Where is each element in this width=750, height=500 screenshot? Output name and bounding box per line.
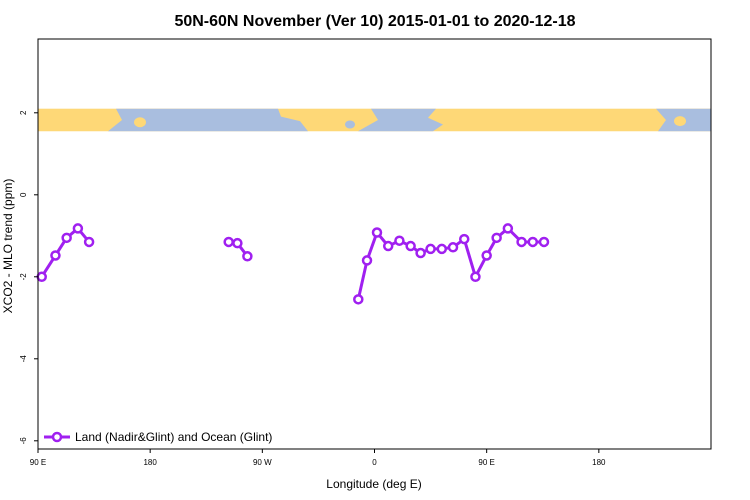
y-tick-label: -6 xyxy=(19,437,28,445)
chart-title: 50N-60N November (Ver 10) 2015-01-01 to … xyxy=(174,13,575,30)
data-point xyxy=(61,232,72,244)
y-tick-label: -2 xyxy=(19,273,28,281)
x-axis-label: Longitude (deg E) xyxy=(326,477,421,491)
x-tick-label: 180 xyxy=(592,458,606,467)
data-point xyxy=(382,240,394,252)
data-point xyxy=(405,240,416,252)
data-point xyxy=(436,243,448,255)
data-point xyxy=(458,233,470,245)
map-island xyxy=(674,116,686,127)
legend-label: Land (Nadir&Glint) and Ocean (Glint) xyxy=(75,430,272,444)
data-point xyxy=(50,250,61,261)
map-band xyxy=(38,108,711,132)
data-point xyxy=(502,223,514,234)
y-tick-label: 2 xyxy=(19,110,28,115)
data-point xyxy=(232,237,243,249)
data-point xyxy=(516,236,527,248)
data-point xyxy=(481,250,492,261)
data-point xyxy=(72,223,84,234)
x-tick-label: 180 xyxy=(143,458,157,467)
x-tick-label: 90 W xyxy=(253,458,272,467)
legend: Land (Nadir&Glint) and Ocean (Glint) xyxy=(44,430,272,444)
data-point xyxy=(491,232,502,244)
y-tick-label: -4 xyxy=(19,355,28,363)
map-island xyxy=(318,115,332,128)
data-point xyxy=(425,243,436,255)
data-point xyxy=(242,251,253,262)
data-point xyxy=(361,255,373,266)
data-point xyxy=(36,271,47,283)
series-layer xyxy=(36,223,550,305)
map-ocean-atlantic xyxy=(358,108,443,132)
data-point xyxy=(415,247,426,259)
map-ocean-pacific xyxy=(108,108,308,132)
x-tick-label: 90 E xyxy=(478,458,494,467)
data-point xyxy=(353,294,364,305)
data-point xyxy=(83,236,95,248)
y-axis: 2 0 -2 -4 -6 xyxy=(19,110,38,444)
map-island xyxy=(134,117,146,128)
x-axis: 90 E 180 90 W 0 90 E 180 xyxy=(30,449,606,467)
x-tick-label: 0 xyxy=(372,458,377,467)
map-lake xyxy=(345,120,355,129)
data-point xyxy=(223,236,234,248)
data-point xyxy=(447,242,459,253)
y-axis-label: XCO2 - MLO trend (ppm) xyxy=(1,179,15,314)
data-point xyxy=(394,235,405,246)
data-point xyxy=(470,271,481,283)
data-point xyxy=(371,227,383,238)
x-tick-label: 90 E xyxy=(30,458,46,467)
y-tick-label: 0 xyxy=(19,192,28,197)
data-point xyxy=(527,236,539,248)
legend-marker xyxy=(51,431,63,443)
data-point xyxy=(538,236,550,248)
